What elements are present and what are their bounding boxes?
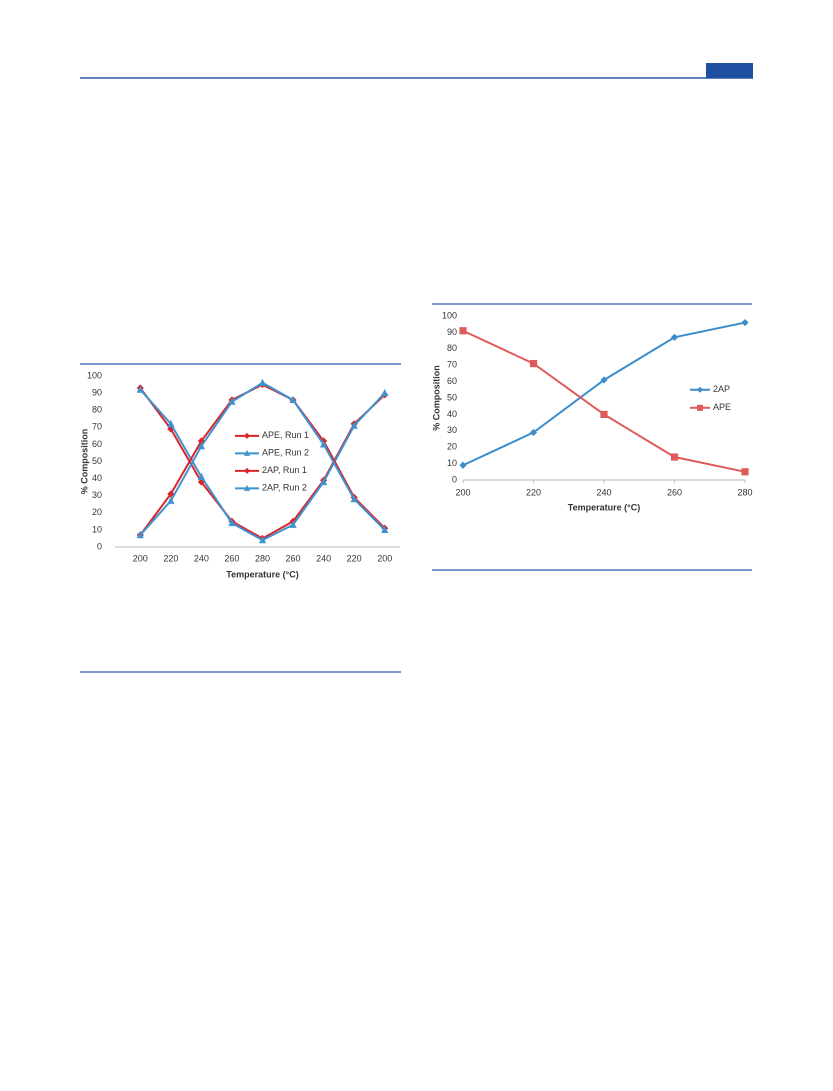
legend-label: 2AP xyxy=(713,384,730,394)
y-tick-label: 60 xyxy=(447,376,457,386)
y-tick-label: 30 xyxy=(447,425,457,435)
x-tick-label: 260 xyxy=(667,487,682,497)
marker xyxy=(529,359,538,368)
marker xyxy=(459,461,467,469)
marker xyxy=(350,421,358,429)
marker xyxy=(244,449,250,456)
marker xyxy=(350,495,358,503)
x-tick-label: 260 xyxy=(224,553,239,563)
y-tick-label: 70 xyxy=(92,422,102,432)
marker xyxy=(741,318,749,327)
marker xyxy=(600,410,608,418)
marker xyxy=(228,397,236,405)
y-tick-label: 70 xyxy=(447,360,457,370)
legend-label: APE, Run 2 xyxy=(262,448,309,458)
y-tick-label: 80 xyxy=(92,405,102,415)
y-tick-label: 90 xyxy=(92,387,102,397)
y-tick-label: 60 xyxy=(92,439,102,449)
x-tick-label: 280 xyxy=(255,553,270,563)
legend-label: 2AP, Run 1 xyxy=(262,465,307,475)
x-tick-label: 220 xyxy=(347,553,362,563)
x-axis-title: Temperature (°C) xyxy=(568,502,640,512)
series-line xyxy=(462,321,746,467)
y-tick-label: 40 xyxy=(447,409,457,419)
marker xyxy=(167,490,175,498)
marker xyxy=(697,386,703,393)
y-axis-title: % Composition xyxy=(79,429,89,495)
y-tick-label: 20 xyxy=(92,507,102,517)
marker xyxy=(258,378,267,386)
y-tick-label: 30 xyxy=(92,490,102,500)
y-tick-label: 90 xyxy=(447,327,457,337)
x-axis-title: Temperature (°C) xyxy=(226,569,298,579)
x-tick-label: 220 xyxy=(163,553,178,563)
marker xyxy=(529,428,538,437)
marker xyxy=(320,440,328,448)
marker xyxy=(320,477,328,486)
marker xyxy=(167,425,175,433)
y-axis-title: % Composition xyxy=(431,365,441,431)
marker xyxy=(697,404,703,411)
y-tick-label: 100 xyxy=(442,310,457,320)
series-line xyxy=(139,381,386,536)
x-tick-label: 240 xyxy=(316,553,331,563)
marker xyxy=(228,518,236,527)
marker xyxy=(381,389,389,397)
x-tick-label: 260 xyxy=(286,553,301,563)
y-tick-label: 0 xyxy=(97,541,102,551)
legend-label: APE, Run 1 xyxy=(262,430,309,440)
x-tick-label: 200 xyxy=(455,487,470,497)
marker xyxy=(136,385,144,393)
x-tick-label: 220 xyxy=(526,487,541,497)
marker xyxy=(197,442,205,450)
marker xyxy=(289,520,297,528)
x-tick-label: 240 xyxy=(194,553,209,563)
marker xyxy=(244,467,250,474)
marker xyxy=(670,333,679,341)
x-tick-label: 240 xyxy=(596,487,611,497)
y-tick-label: 10 xyxy=(447,458,457,468)
series-line xyxy=(462,329,746,473)
marker xyxy=(600,376,608,384)
legend-label: APE xyxy=(713,402,731,412)
y-tick-label: 50 xyxy=(447,392,457,402)
marker xyxy=(741,468,749,476)
marker xyxy=(670,453,679,461)
marker xyxy=(289,395,297,404)
marker xyxy=(197,472,205,480)
marker xyxy=(244,484,250,491)
marker xyxy=(258,536,267,544)
marker xyxy=(167,496,175,504)
header-tab xyxy=(706,63,753,78)
marker xyxy=(459,327,467,335)
series-line xyxy=(139,387,386,540)
marker xyxy=(244,432,250,439)
legend-label: 2AP, Run 2 xyxy=(262,483,307,493)
marker xyxy=(381,525,389,533)
y-tick-label: 10 xyxy=(92,524,102,534)
y-tick-label: 20 xyxy=(447,442,457,452)
x-tick-label: 200 xyxy=(377,553,392,563)
y-tick-label: 50 xyxy=(92,456,102,466)
y-tick-label: 80 xyxy=(447,343,457,353)
y-tick-label: 0 xyxy=(452,474,457,484)
marker xyxy=(167,419,175,427)
y-tick-label: 40 xyxy=(92,473,102,483)
x-tick-label: 280 xyxy=(737,487,752,497)
series-line xyxy=(139,383,386,536)
y-tick-label: 100 xyxy=(87,370,102,380)
x-tick-label: 200 xyxy=(133,553,148,563)
marker xyxy=(136,530,144,539)
